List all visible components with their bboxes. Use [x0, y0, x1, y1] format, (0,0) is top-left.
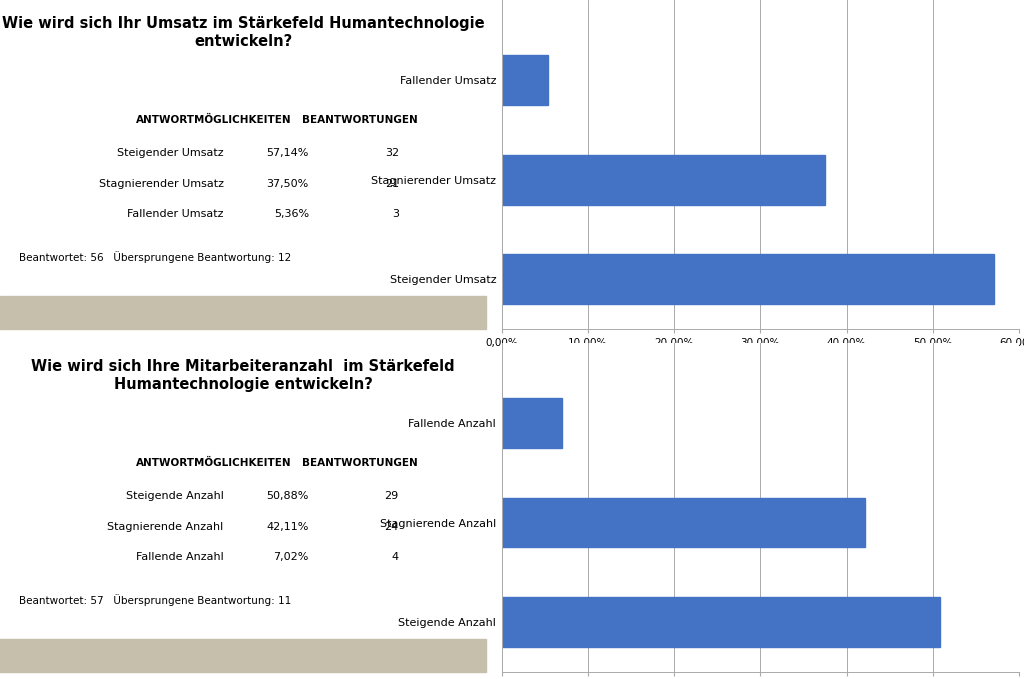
Text: Beantwortet: 57   Übersprungene Beantwortung: 11: Beantwortet: 57 Übersprungene Beantwortu…: [19, 594, 292, 606]
Bar: [502, 498, 864, 547]
Text: 37,50%: 37,50%: [266, 179, 309, 189]
Text: BEANTWORTUNGEN: BEANTWORTUNGEN: [302, 458, 418, 468]
Text: Wie wird sich Ihr Umsatz im Stärkefeld Humantechnologie
entwickeln?: Wie wird sich Ihr Umsatz im Stärkefeld H…: [2, 16, 484, 49]
Text: 4: 4: [392, 552, 398, 562]
Bar: [0, 640, 486, 672]
Text: 3: 3: [392, 209, 398, 219]
Bar: [0, 296, 486, 329]
Text: Fallende Anzahl: Fallende Anzahl: [136, 552, 223, 562]
Text: ANTWORTMÖGLICHKEITEN: ANTWORTMÖGLICHKEITEN: [136, 115, 292, 126]
Text: 21: 21: [385, 179, 398, 189]
Text: BEANTWORTUNGEN: BEANTWORTUNGEN: [302, 115, 418, 125]
Bar: [502, 155, 825, 204]
Bar: [502, 398, 562, 447]
Text: Steigende Anzahl: Steigende Anzahl: [126, 491, 223, 501]
Bar: [502, 55, 548, 105]
Text: Fallender Umsatz: Fallender Umsatz: [127, 209, 223, 219]
Text: 24: 24: [385, 522, 398, 532]
Text: 32: 32: [385, 148, 398, 158]
Text: 7,02%: 7,02%: [273, 552, 309, 562]
Text: Beantwortet: 56   Übersprungene Beantwortung: 12: Beantwortet: 56 Übersprungene Beantwortu…: [19, 251, 292, 263]
Bar: [502, 255, 994, 304]
Text: 57,14%: 57,14%: [266, 148, 309, 158]
Text: 29: 29: [385, 491, 398, 501]
Text: 42,11%: 42,11%: [266, 522, 309, 532]
Text: ANTWORTMÖGLICHKEITEN: ANTWORTMÖGLICHKEITEN: [136, 458, 292, 469]
Text: Wie wird sich Ihre Mitarbeiteranzahl  im Stärkefeld
Humantechnologie entwickeln?: Wie wird sich Ihre Mitarbeiteranzahl im …: [32, 359, 455, 392]
Bar: [502, 598, 940, 647]
Text: 5,36%: 5,36%: [273, 209, 309, 219]
Text: Stagnierende Anzahl: Stagnierende Anzahl: [108, 522, 223, 532]
Text: 50,88%: 50,88%: [266, 491, 309, 501]
Text: Steigender Umsatz: Steigender Umsatz: [117, 148, 223, 158]
Text: Stagnierender Umsatz: Stagnierender Umsatz: [98, 179, 223, 189]
